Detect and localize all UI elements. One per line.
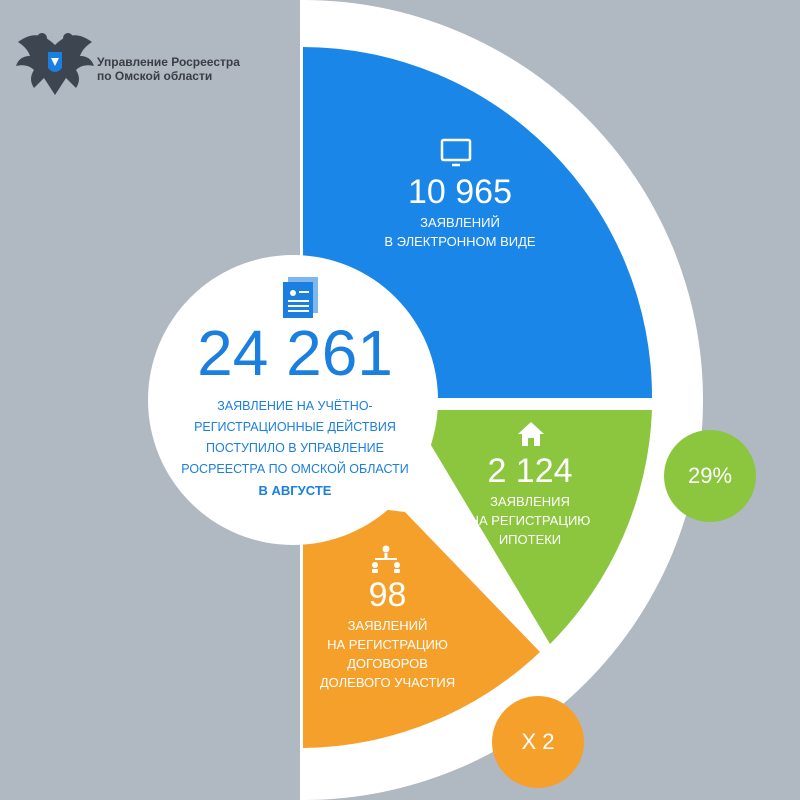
center-desc-line2: РЕГИСТРАЦИОННЫЕ ДЕЙСТВИЯ: [194, 420, 396, 434]
center-highlight: В АВГУСТЕ: [258, 483, 332, 498]
segment-equity-line1: ЗАЯВЛЕНИЙ: [347, 618, 428, 633]
segment-equity: 98 ЗАЯВЛЕНИЙ НА РЕГИСТРАЦИЮ ДОГОВОРОВ ДО…: [305, 576, 470, 692]
segment-equity-line3: ДОГОВОРОВ: [347, 656, 428, 671]
center-circle: [148, 255, 438, 545]
double-eagle-emblem-icon: [16, 33, 94, 95]
segment-electronic-line1: ЗАЯВЛЕНИЙ: [420, 215, 500, 230]
house-icon: [518, 422, 544, 446]
documents-icon: [283, 277, 318, 318]
segment-equity-line4: ДОЛЕВОГО УЧАСТИЯ: [319, 675, 456, 690]
segment-equity-shape: [303, 500, 540, 748]
segment-electronic-value: 10 965: [408, 173, 512, 211]
org-name-line2: по Омской области: [97, 69, 213, 83]
segment-equity-line2: НА РЕГИСТРАЦИЮ: [327, 637, 448, 652]
segment-mortgage-line2: НА РЕГИСТРАЦИЮ: [469, 513, 591, 528]
center-description: ЗАЯВЛЕНИЕ НА УЧЁТНО- РЕГИСТРАЦИОННЫЕ ДЕЙ…: [160, 396, 430, 501]
org-name: Управление Росреестра по Омской области: [97, 55, 240, 83]
segment-electronic-line2: В ЭЛЕКТРОННОМ ВИДЕ: [384, 234, 536, 249]
people-network-icon: [372, 545, 400, 573]
org-name-line1: Управление Росреестра: [97, 55, 240, 69]
growth-badge: 29%: [664, 430, 756, 522]
segment-mortgage: 2 124 ЗАЯВЛЕНИЯ НА РЕГИСТРАЦИЮ ИПОТЕКИ: [450, 452, 610, 549]
segment-equity-value: 98: [368, 576, 407, 614]
monitor-icon: [440, 138, 472, 167]
center-desc-line3: ПОСТУПИЛО В УПРАВЛЕНИЕ: [206, 441, 384, 455]
multiplier-badge: Х 2: [492, 696, 584, 788]
segment-mortgage-line1: ЗАЯВЛЕНИЯ: [490, 494, 570, 509]
center-total-value: 24 261: [197, 317, 393, 389]
segment-mortgage-value: 2 124: [487, 452, 573, 490]
center-desc-line1: ЗАЯВЛЕНИЕ НА УЧЁТНО-: [217, 399, 373, 413]
segment-mortgage-shape: [410, 410, 652, 644]
segment-mortgage-line3: ИПОТЕКИ: [498, 532, 562, 547]
center-desc-line4: РОСРЕЕСТРА ПО ОМСКОЙ ОБЛАСТИ: [181, 462, 409, 476]
segment-electronic: 10 965 ЗАЯВЛЕНИЙ В ЭЛЕКТРОННОМ ВИДЕ: [380, 173, 540, 251]
